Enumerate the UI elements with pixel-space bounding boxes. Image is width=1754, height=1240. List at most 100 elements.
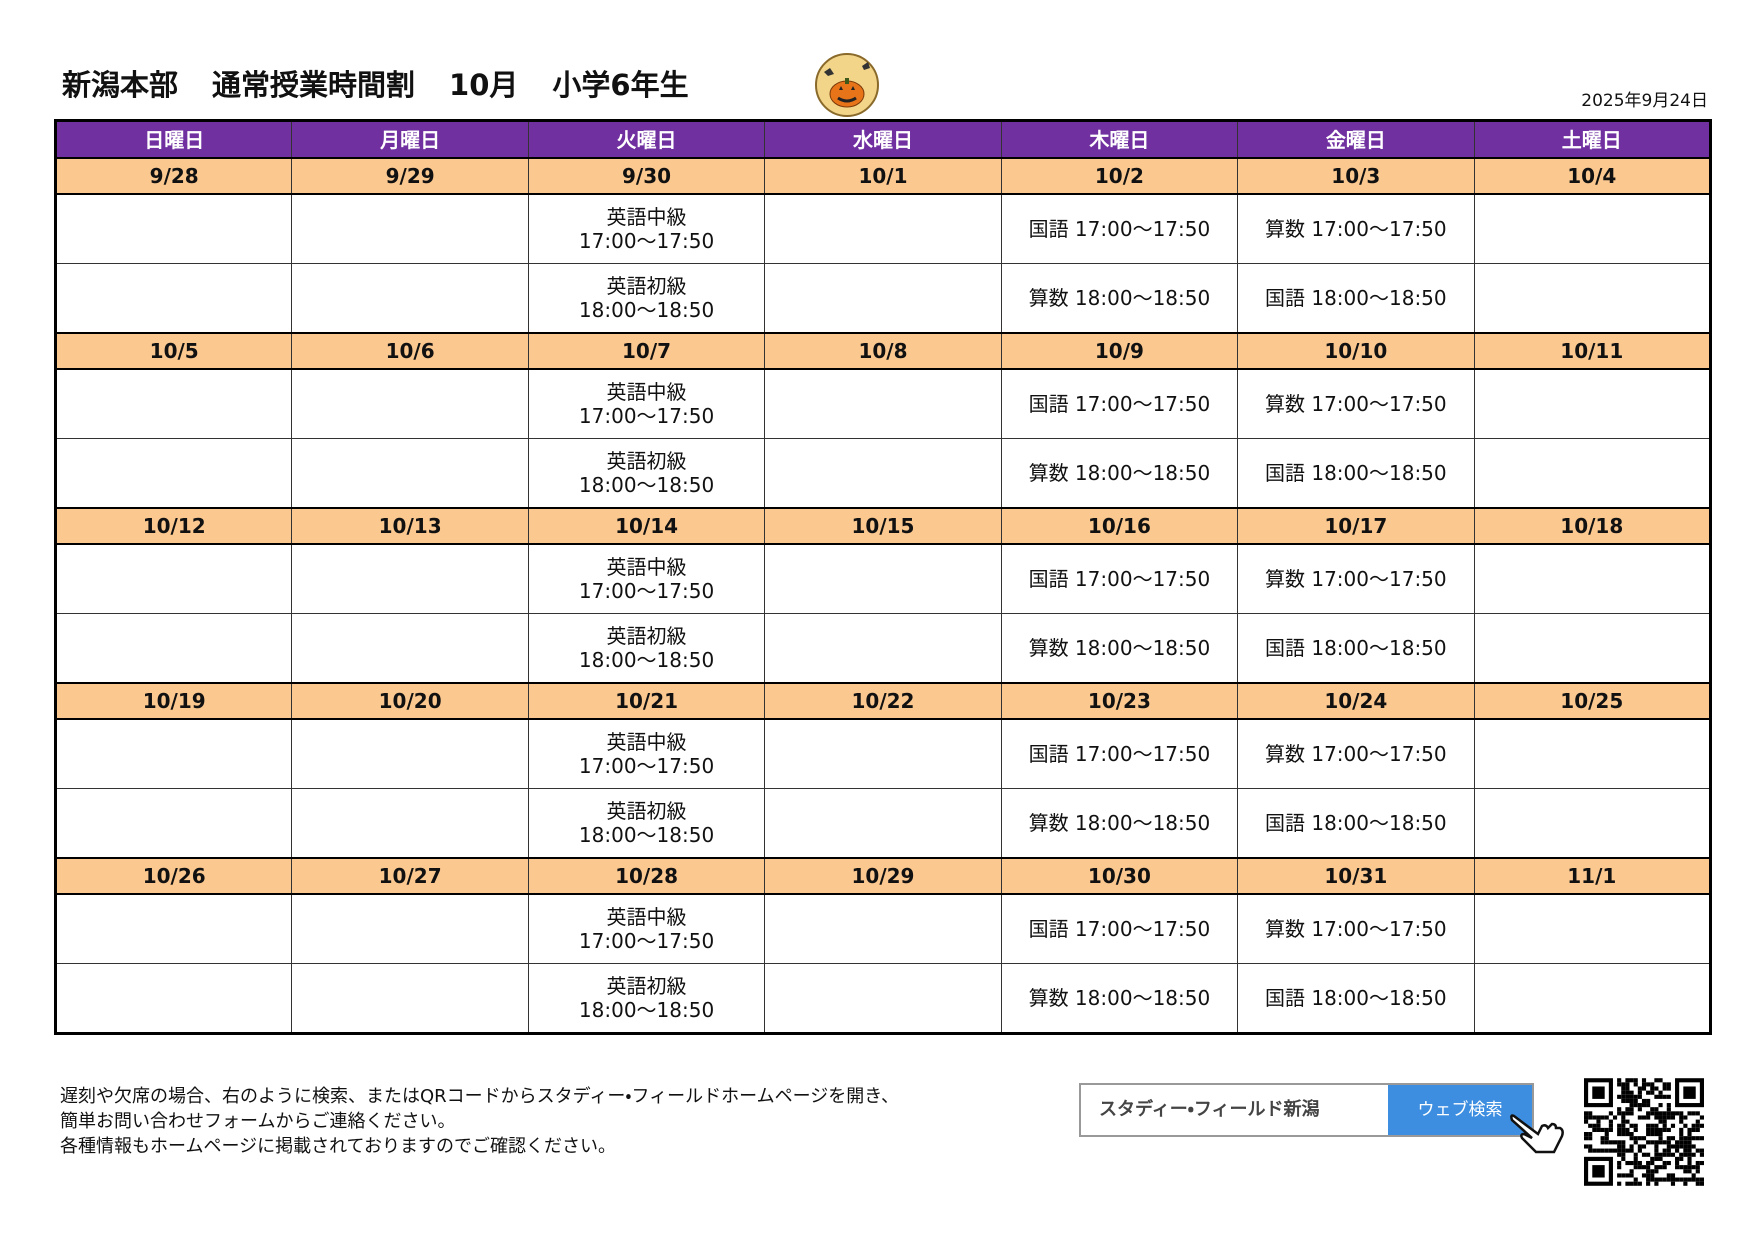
hand-cursor bbox=[1510, 1114, 1564, 1154]
lesson: 算数 17:00～17:50 bbox=[1237, 193, 1475, 264]
empty-cell bbox=[291, 963, 529, 1034]
empty-cell bbox=[1473, 263, 1712, 334]
qr-module bbox=[1633, 1136, 1638, 1141]
timetable: 日曜日 月曜日 火曜日 水曜日 木曜日 金曜日 土曜日 9/28 9/29 9/30 10/1 10/… bbox=[54, 119, 1712, 1035]
qr-module bbox=[1629, 1098, 1634, 1104]
qr-module bbox=[1662, 1148, 1667, 1153]
qr-module bbox=[1608, 1140, 1613, 1145]
qr-module bbox=[1646, 1169, 1651, 1174]
lesson: 国語 18:00～18:50 bbox=[1237, 963, 1475, 1034]
qr-module bbox=[1641, 1103, 1647, 1108]
empty-cell bbox=[291, 263, 529, 334]
qr-module bbox=[1650, 1127, 1655, 1132]
qr-module bbox=[1654, 1140, 1659, 1145]
qr-module bbox=[1621, 1111, 1626, 1116]
qr-module bbox=[1666, 1152, 1671, 1157]
lesson: 英語中級 17:00～17:50 bbox=[527, 718, 766, 789]
qr-module bbox=[1687, 1132, 1692, 1137]
qr-module bbox=[1629, 1107, 1634, 1112]
qr-module bbox=[1608, 1123, 1613, 1128]
qr-module bbox=[1675, 1177, 1680, 1182]
qr-module bbox=[1670, 1181, 1676, 1186]
qr-module bbox=[1596, 1148, 1601, 1153]
date: 9/29 bbox=[291, 157, 529, 195]
date: 10/1 bbox=[764, 157, 1002, 195]
empty-cell bbox=[1473, 963, 1712, 1034]
qr-module bbox=[1699, 1152, 1704, 1157]
qr-module bbox=[1695, 1181, 1700, 1186]
branch: 新潟本部 bbox=[62, 68, 179, 102]
qr-module bbox=[1646, 1181, 1651, 1186]
qr-module bbox=[1641, 1144, 1647, 1149]
qr-module bbox=[1683, 1165, 1688, 1170]
qr-module bbox=[1646, 1111, 1651, 1116]
qr-module bbox=[1621, 1090, 1626, 1095]
qr-module bbox=[1646, 1152, 1651, 1157]
lesson: 英語中級 17:00～17:50 bbox=[527, 893, 766, 964]
qr-module bbox=[1633, 1082, 1638, 1087]
qr-module bbox=[1662, 1160, 1667, 1166]
qr-module bbox=[1625, 1181, 1630, 1186]
qr-module bbox=[1650, 1177, 1655, 1182]
empty-cell bbox=[291, 438, 529, 509]
lesson: 国語 18:00～18:50 bbox=[1237, 438, 1475, 509]
qr-module bbox=[1612, 1115, 1618, 1120]
qr-module bbox=[1687, 1144, 1692, 1149]
qr-module bbox=[1646, 1173, 1651, 1178]
qr-module bbox=[1687, 1165, 1692, 1170]
qr-module bbox=[1662, 1140, 1667, 1145]
qr-module bbox=[1621, 1094, 1626, 1099]
qr-module bbox=[1641, 1098, 1647, 1104]
qr-module bbox=[1654, 1107, 1659, 1112]
qr-module bbox=[1683, 1086, 1696, 1099]
lesson: 国語 17:00～17:50 bbox=[1000, 543, 1239, 614]
qr-module bbox=[1675, 1111, 1680, 1116]
qr-module bbox=[1662, 1119, 1667, 1124]
qr-module bbox=[1641, 1152, 1647, 1157]
qr-module bbox=[1666, 1111, 1671, 1116]
qr-module bbox=[1662, 1127, 1667, 1132]
qr-module bbox=[1637, 1094, 1642, 1099]
qr-module bbox=[1666, 1094, 1671, 1099]
qr-module bbox=[1654, 1144, 1659, 1149]
qr-module bbox=[1600, 1127, 1605, 1132]
qr-module bbox=[1584, 1136, 1589, 1141]
qr-module bbox=[1695, 1123, 1700, 1128]
qr-module bbox=[1646, 1160, 1651, 1166]
empty-cell bbox=[291, 193, 529, 264]
qr-module bbox=[1584, 1132, 1589, 1137]
qr-module bbox=[1650, 1090, 1655, 1095]
qr-module bbox=[1600, 1140, 1605, 1145]
lesson: 算数 17:00～17:50 bbox=[1237, 893, 1475, 964]
qr-module bbox=[1662, 1082, 1667, 1087]
qr-module bbox=[1699, 1148, 1704, 1153]
qr-module bbox=[1654, 1086, 1659, 1091]
qr-module bbox=[1621, 1115, 1626, 1120]
qr-module bbox=[1662, 1152, 1667, 1157]
qr-module bbox=[1600, 1148, 1605, 1153]
qr-module bbox=[1695, 1165, 1700, 1170]
weekday: 木曜日 bbox=[1000, 120, 1239, 159]
qr-module bbox=[1658, 1136, 1663, 1141]
qr-module bbox=[1621, 1086, 1626, 1091]
qr-module bbox=[1658, 1140, 1663, 1145]
date: 10/7 bbox=[527, 332, 766, 370]
qr-module bbox=[1658, 1127, 1663, 1132]
qr-module bbox=[1662, 1086, 1667, 1091]
qr-module bbox=[1646, 1098, 1651, 1104]
empty-cell bbox=[1473, 788, 1712, 859]
empty-cell bbox=[54, 368, 293, 439]
qr-module bbox=[1695, 1136, 1700, 1141]
qr-module bbox=[1617, 1144, 1622, 1149]
qr-module bbox=[1629, 1181, 1634, 1186]
date: 10/21 bbox=[527, 682, 766, 720]
date: 10/17 bbox=[1237, 507, 1475, 545]
qr-module bbox=[1654, 1115, 1659, 1120]
qr-module bbox=[1666, 1103, 1671, 1108]
qr-module bbox=[1683, 1140, 1688, 1145]
qr-module bbox=[1646, 1177, 1651, 1182]
qr-module bbox=[1621, 1123, 1626, 1128]
qr-module bbox=[1617, 1078, 1622, 1083]
qr-module bbox=[1617, 1140, 1622, 1145]
qr-module bbox=[1654, 1078, 1659, 1083]
